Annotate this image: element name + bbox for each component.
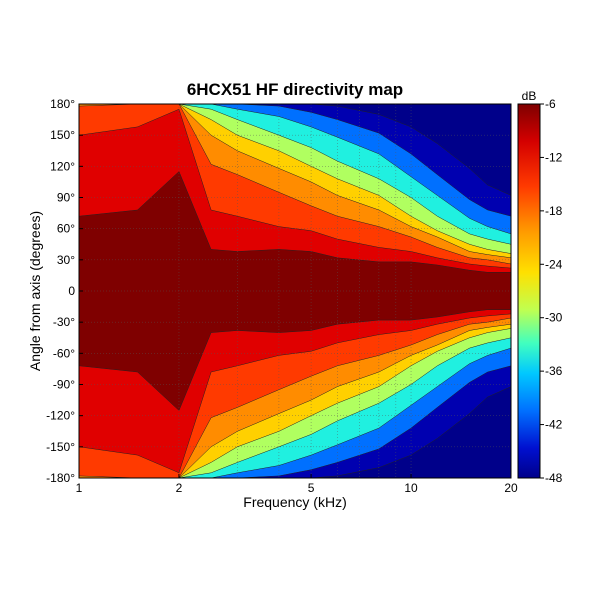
y-tick-label: 30°	[57, 253, 75, 267]
colorbar-tick-label: -12	[545, 150, 563, 164]
x-tick-label: 1	[76, 481, 83, 495]
y-tick-label: -150°	[46, 440, 75, 454]
y-tick-label: 120°	[50, 159, 75, 173]
colorbar-tick-label: -48	[545, 471, 563, 485]
x-tick-label: 5	[308, 481, 315, 495]
y-tick-label: -90°	[53, 378, 75, 392]
x-tick-label: 2	[176, 481, 183, 495]
y-tick-label: 60°	[57, 222, 75, 236]
y-tick-label: -120°	[46, 409, 75, 423]
y-tick-label: -60°	[53, 346, 75, 360]
x-tick-label: 20	[504, 481, 518, 495]
colorbar-tick-label: -18	[545, 204, 563, 218]
colorbar-tick-label: -24	[545, 257, 563, 271]
chart-title: 6HCX51 HF directivity map	[187, 80, 403, 99]
y-tick-label: 150°	[50, 128, 75, 142]
grid-lines	[79, 104, 511, 478]
y-tick-label: 180°	[50, 97, 75, 111]
colorbar-unit: dB	[522, 89, 537, 103]
y-tick-label: 0	[68, 284, 75, 298]
colorbar-ticks: -6 -12 -18 -24 -30 -36 -42 -48	[540, 97, 563, 485]
colorbar-tick-label: -36	[545, 364, 563, 378]
y-axis-ticks: 180° 150° 120° 90° 60° 30° 0 -30° -60° -90° -120° -…	[46, 97, 83, 485]
x-tick-label: 10	[404, 481, 418, 495]
y-axis-label: Angle from axis (degrees)	[27, 211, 43, 371]
y-tick-label: -30°	[53, 315, 75, 329]
y-tick-label: 90°	[57, 191, 75, 205]
colorbar-tick-label: -42	[545, 418, 563, 432]
y-tick-label: -180°	[46, 471, 75, 485]
colorbar-tick-label: -30	[545, 311, 563, 325]
x-axis-ticks: 1 2 5 10 20	[76, 474, 518, 495]
colorbar	[517, 103, 541, 479]
x-axis-label: Frequency (kHz)	[243, 494, 346, 510]
colorbar-tick-label: -6	[545, 97, 556, 111]
